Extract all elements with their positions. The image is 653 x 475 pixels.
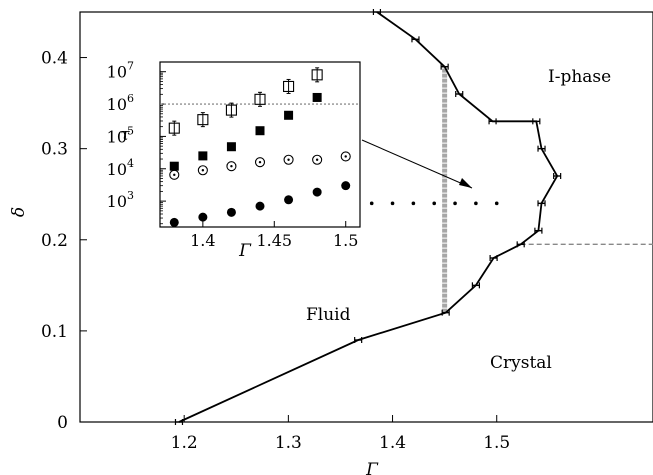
inset-point bbox=[227, 142, 236, 151]
inset-point bbox=[198, 113, 208, 127]
inset-y-tick-label: 107 bbox=[107, 60, 134, 82]
inset-y-tick-label: 104 bbox=[107, 157, 134, 179]
inset-y-axis-label: τ bbox=[120, 125, 130, 145]
inset-point bbox=[256, 158, 265, 167]
main-x-tick-label: 1.3 bbox=[275, 433, 302, 453]
inset-point bbox=[284, 195, 293, 204]
main-y-tick-label: 0 bbox=[57, 413, 68, 433]
inset-point bbox=[227, 162, 236, 171]
main-x-tick-label: 1.4 bbox=[379, 433, 406, 453]
inset-point bbox=[341, 152, 350, 161]
phase-boundary-point bbox=[175, 419, 182, 425]
inset-x-tick-label: 1.45 bbox=[256, 231, 292, 250]
inset-point bbox=[284, 155, 293, 164]
dotted-row-point bbox=[391, 202, 395, 206]
inset-point bbox=[341, 181, 350, 190]
main-x-tick-label: 1.5 bbox=[483, 433, 510, 453]
main-y-tick-label: 0.3 bbox=[41, 140, 68, 160]
inset-y-tick-label: 103 bbox=[107, 189, 134, 211]
main-x-axis-label: Γ bbox=[365, 460, 379, 475]
main-y-tick-label: 0.4 bbox=[41, 49, 68, 69]
inset-x-axis-label: Γ bbox=[238, 241, 252, 261]
inset-point bbox=[198, 151, 207, 160]
main-y-tick-label: 0.2 bbox=[41, 231, 68, 251]
dotted-row-point bbox=[453, 202, 457, 206]
main-y-tick-label: 0.1 bbox=[41, 322, 68, 342]
inset-point bbox=[256, 126, 265, 135]
dotted-row-point bbox=[370, 202, 374, 206]
inset-x-tick-label: 1.4 bbox=[190, 231, 215, 250]
inset-point bbox=[227, 208, 236, 217]
inset-point bbox=[255, 92, 265, 106]
annotation-i-phase: I-phase bbox=[548, 67, 611, 87]
dotted-row-point bbox=[412, 202, 416, 206]
inset-point bbox=[312, 68, 322, 82]
inset-point bbox=[313, 188, 322, 197]
main-x-axis: 1.2 1.3 1.4 1.5 bbox=[171, 415, 511, 453]
inset-point bbox=[226, 103, 236, 117]
inset-x-tick-label: 1.5 bbox=[333, 231, 358, 250]
inset-point bbox=[198, 213, 207, 222]
dotted-row-point bbox=[474, 202, 478, 206]
inset-point bbox=[313, 93, 322, 102]
inset-pointer-arrow bbox=[362, 140, 472, 188]
inset-point bbox=[170, 170, 179, 179]
inset-point bbox=[170, 218, 179, 227]
inset-point bbox=[169, 121, 179, 135]
inset-point bbox=[284, 79, 294, 93]
phase-boundary-point bbox=[554, 173, 561, 179]
inset-point bbox=[256, 202, 265, 211]
annotation-crystal: Crystal bbox=[490, 353, 552, 373]
dotted-row-point bbox=[432, 202, 436, 206]
inset-y-tick-label: 106 bbox=[107, 92, 134, 114]
main-y-axis-label: δ bbox=[9, 207, 29, 217]
inset-point bbox=[313, 155, 322, 164]
inset-point bbox=[170, 162, 179, 171]
inset-point bbox=[198, 166, 207, 175]
annotation-fluid: Fluid bbox=[306, 305, 351, 325]
main-x-tick-label: 1.2 bbox=[171, 433, 198, 453]
dotted-row-point bbox=[495, 202, 499, 206]
inset-point bbox=[284, 111, 293, 120]
main-plot-overlays bbox=[370, 67, 653, 313]
